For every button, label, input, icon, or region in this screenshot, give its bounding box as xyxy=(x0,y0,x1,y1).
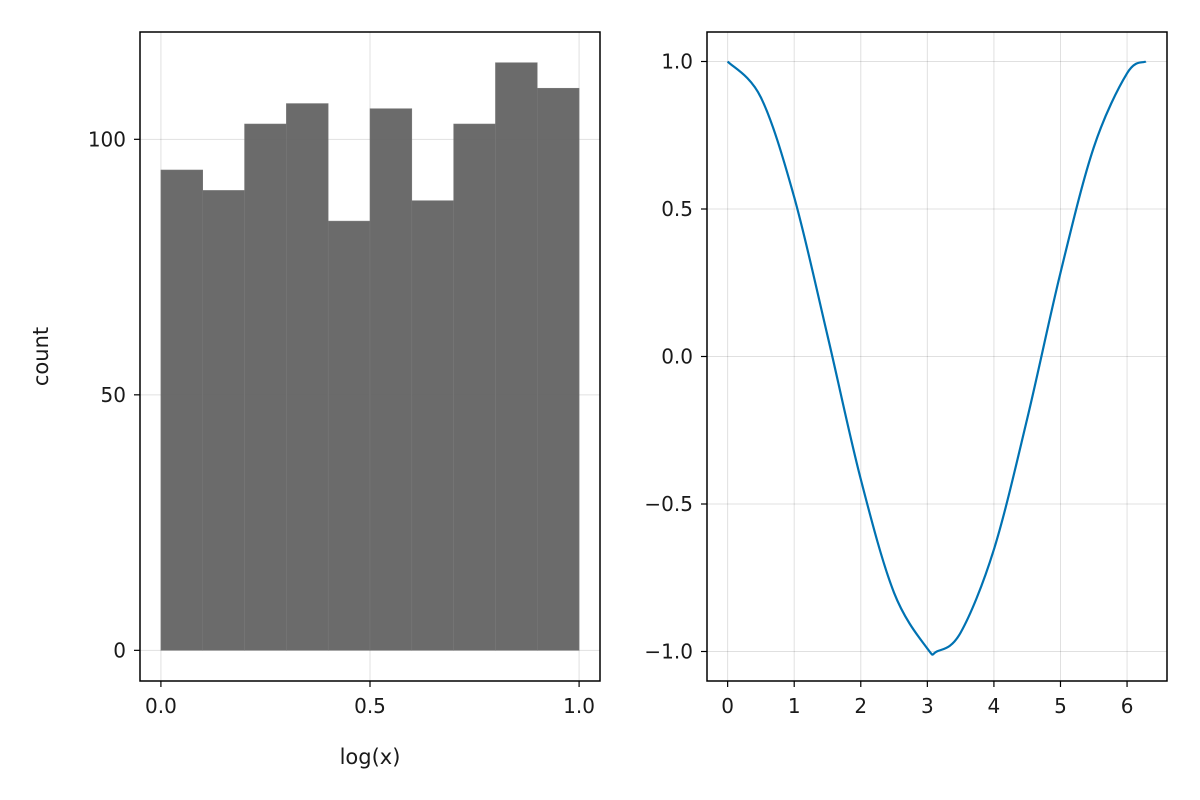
line-x-tick-label: 6 xyxy=(1121,694,1134,718)
line-ticks: 0 1 2 3 4 5 6 −1.0 −0.5 0.0 0.5 1.0 xyxy=(644,50,1133,719)
histogram-bar xyxy=(202,190,245,651)
histogram-y-tick-label: 100 xyxy=(88,127,126,151)
line-x-tick-label: 1 xyxy=(788,694,801,718)
histogram-x-tick-label: 1.0 xyxy=(563,694,595,718)
histogram-bar xyxy=(369,108,413,651)
histogram-ticks: 0.0 0.5 1.0 0 50 100 xyxy=(88,127,595,718)
histogram-y-tick-label: 0 xyxy=(113,638,126,662)
histogram-x-tick-label: 0.5 xyxy=(354,694,386,718)
line-y-tick-label: 1.0 xyxy=(661,50,693,74)
line-x-tick-label: 4 xyxy=(988,694,1001,718)
histogram-y-axis-label: count xyxy=(29,327,53,386)
histogram-bar xyxy=(453,123,496,651)
cosine-line xyxy=(726,60,1147,656)
cosine-panel: 0 1 2 3 4 5 6 −1.0 −0.5 0.0 0.5 1.0 xyxy=(644,31,1168,719)
histogram-bar xyxy=(244,123,287,651)
histogram-x-axis-label: log(x) xyxy=(340,745,401,769)
line-y-tick-label: −1.0 xyxy=(644,640,693,664)
histogram-bar xyxy=(537,87,580,651)
line-x-tick-label: 3 xyxy=(921,694,934,718)
line-y-tick-label: −0.5 xyxy=(644,492,693,516)
histogram-bar xyxy=(495,62,538,651)
line-x-tick-label: 5 xyxy=(1054,694,1067,718)
histogram-bars xyxy=(160,62,580,651)
histogram-bar xyxy=(411,200,454,651)
line-grid xyxy=(707,32,1167,681)
line-y-tick-label: 0.0 xyxy=(661,345,693,369)
histogram-panel: 0.0 0.5 1.0 0 50 100 log(x) count xyxy=(29,31,601,769)
line-y-tick-label: 0.5 xyxy=(661,197,693,221)
histogram-y-tick-label: 50 xyxy=(101,383,126,407)
histogram-bar xyxy=(327,220,371,651)
histogram-bar xyxy=(160,169,203,651)
histogram-bar xyxy=(286,103,329,651)
line-x-tick-label: 2 xyxy=(854,694,867,718)
line-x-tick-label: 0 xyxy=(721,694,734,718)
histogram-x-tick-label: 0.0 xyxy=(145,694,177,718)
